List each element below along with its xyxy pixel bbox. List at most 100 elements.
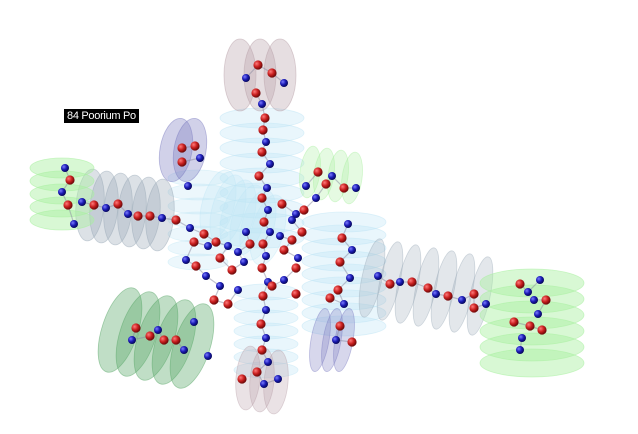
red-atom-sphere-icon[interactable]	[525, 321, 535, 331]
red-atom-sphere-icon[interactable]	[279, 245, 289, 255]
blue-atom-sphere-icon[interactable]	[312, 194, 320, 202]
red-atom-sphere-icon[interactable]	[215, 253, 225, 263]
red-atom-sphere-icon[interactable]	[211, 237, 221, 247]
red-atom-sphere-icon[interactable]	[89, 200, 99, 210]
blue-atom-sphere-icon[interactable]	[58, 188, 66, 196]
blue-atom-sphere-icon[interactable]	[374, 272, 382, 280]
red-atom-sphere-icon[interactable]	[252, 367, 262, 377]
blue-atom-sphere-icon[interactable]	[516, 346, 524, 354]
red-atom-sphere-icon[interactable]	[190, 141, 200, 151]
blue-atom-sphere-icon[interactable]	[190, 318, 198, 326]
red-atom-sphere-icon[interactable]	[258, 125, 268, 135]
red-atom-sphere-icon[interactable]	[189, 237, 199, 247]
blue-atom-sphere-icon[interactable]	[482, 300, 490, 308]
blue-atom-sphere-icon[interactable]	[288, 216, 296, 224]
red-atom-sphere-icon[interactable]	[313, 167, 323, 177]
red-atom-sphere-icon[interactable]	[257, 147, 267, 157]
blue-atom-sphere-icon[interactable]	[280, 79, 288, 87]
red-atom-sphere-icon[interactable]	[258, 291, 268, 301]
blue-atom-sphere-icon[interactable]	[346, 274, 354, 282]
red-atom-sphere-icon[interactable]	[199, 229, 209, 239]
blue-atom-sphere-icon[interactable]	[258, 100, 266, 108]
blue-atom-sphere-icon[interactable]	[276, 232, 284, 240]
red-atom-sphere-icon[interactable]	[509, 317, 519, 327]
red-atom-sphere-icon[interactable]	[191, 261, 201, 271]
red-atom-sphere-icon[interactable]	[177, 143, 187, 153]
red-atom-sphere-icon[interactable]	[469, 303, 479, 313]
red-atom-sphere-icon[interactable]	[541, 295, 551, 305]
blue-atom-sphere-icon[interactable]	[242, 74, 250, 82]
blue-atom-sphere-icon[interactable]	[70, 220, 78, 228]
red-atom-sphere-icon[interactable]	[258, 239, 268, 249]
red-atom-sphere-icon[interactable]	[209, 295, 219, 305]
red-atom-sphere-icon[interactable]	[259, 217, 269, 227]
blue-atom-sphere-icon[interactable]	[396, 278, 404, 286]
blue-atom-sphere-icon[interactable]	[186, 224, 194, 232]
red-atom-sphere-icon[interactable]	[257, 345, 267, 355]
blue-atom-sphere-icon[interactable]	[518, 334, 526, 342]
red-atom-sphere-icon[interactable]	[177, 157, 187, 167]
blue-atom-sphere-icon[interactable]	[294, 254, 302, 262]
blue-atom-sphere-icon[interactable]	[348, 246, 356, 254]
blue-atom-sphere-icon[interactable]	[344, 220, 352, 228]
blue-atom-sphere-icon[interactable]	[180, 346, 188, 354]
blue-atom-sphere-icon[interactable]	[202, 272, 210, 280]
blue-atom-sphere-icon[interactable]	[266, 160, 274, 168]
blue-atom-sphere-icon[interactable]	[224, 242, 232, 250]
red-atom-sphere-icon[interactable]	[171, 335, 181, 345]
blue-atom-sphere-icon[interactable]	[263, 184, 271, 192]
blue-atom-sphere-icon[interactable]	[124, 210, 132, 218]
red-atom-sphere-icon[interactable]	[267, 281, 277, 291]
blue-atom-sphere-icon[interactable]	[262, 334, 270, 342]
red-atom-sphere-icon[interactable]	[299, 205, 309, 215]
blue-atom-sphere-icon[interactable]	[280, 276, 288, 284]
blue-atom-sphere-icon[interactable]	[216, 282, 224, 290]
red-atom-sphere-icon[interactable]	[291, 263, 301, 273]
red-atom-sphere-icon[interactable]	[65, 175, 75, 185]
red-atom-sphere-icon[interactable]	[245, 239, 255, 249]
blue-atom-sphere-icon[interactable]	[266, 228, 274, 236]
red-atom-sphere-icon[interactable]	[254, 171, 264, 181]
red-atom-sphere-icon[interactable]	[515, 279, 525, 289]
blue-atom-sphere-icon[interactable]	[292, 210, 300, 218]
blue-atom-sphere-icon[interactable]	[524, 288, 532, 296]
blue-atom-sphere-icon[interactable]	[262, 138, 270, 146]
blue-atom-sphere-icon[interactable]	[264, 206, 272, 214]
blue-atom-sphere-icon[interactable]	[260, 380, 268, 388]
red-atom-sphere-icon[interactable]	[237, 374, 247, 384]
blue-atom-sphere-icon[interactable]	[274, 375, 282, 383]
red-atom-sphere-icon[interactable]	[443, 291, 453, 301]
red-atom-sphere-icon[interactable]	[145, 211, 155, 221]
red-atom-sphere-icon[interactable]	[385, 279, 395, 289]
red-atom-sphere-icon[interactable]	[325, 293, 335, 303]
red-atom-sphere-icon[interactable]	[347, 337, 357, 347]
blue-atom-sphere-icon[interactable]	[240, 258, 248, 266]
blue-atom-sphere-icon[interactable]	[264, 358, 272, 366]
red-atom-sphere-icon[interactable]	[145, 331, 155, 341]
red-atom-sphere-icon[interactable]	[171, 215, 181, 225]
blue-atom-sphere-icon[interactable]	[78, 198, 86, 206]
blue-atom-sphere-icon[interactable]	[234, 286, 242, 294]
red-atom-sphere-icon[interactable]	[113, 199, 123, 209]
blue-atom-sphere-icon[interactable]	[184, 182, 192, 190]
red-atom-sphere-icon[interactable]	[333, 285, 343, 295]
blue-atom-sphere-icon[interactable]	[458, 296, 466, 304]
red-atom-sphere-icon[interactable]	[277, 199, 287, 209]
blue-atom-sphere-icon[interactable]	[328, 172, 336, 180]
red-atom-sphere-icon[interactable]	[321, 179, 331, 189]
blue-atom-sphere-icon[interactable]	[530, 296, 538, 304]
blue-atom-sphere-icon[interactable]	[262, 252, 270, 260]
red-atom-sphere-icon[interactable]	[257, 193, 267, 203]
blue-atom-sphere-icon[interactable]	[128, 336, 136, 344]
blue-atom-sphere-icon[interactable]	[432, 290, 440, 298]
red-atom-sphere-icon[interactable]	[257, 263, 267, 273]
blue-atom-sphere-icon[interactable]	[262, 306, 270, 314]
blue-atom-sphere-icon[interactable]	[340, 300, 348, 308]
blue-atom-sphere-icon[interactable]	[534, 310, 542, 318]
blue-atom-sphere-icon[interactable]	[102, 204, 110, 212]
red-atom-sphere-icon[interactable]	[267, 68, 277, 78]
red-atom-sphere-icon[interactable]	[133, 211, 143, 221]
red-atom-sphere-icon[interactable]	[260, 113, 270, 123]
